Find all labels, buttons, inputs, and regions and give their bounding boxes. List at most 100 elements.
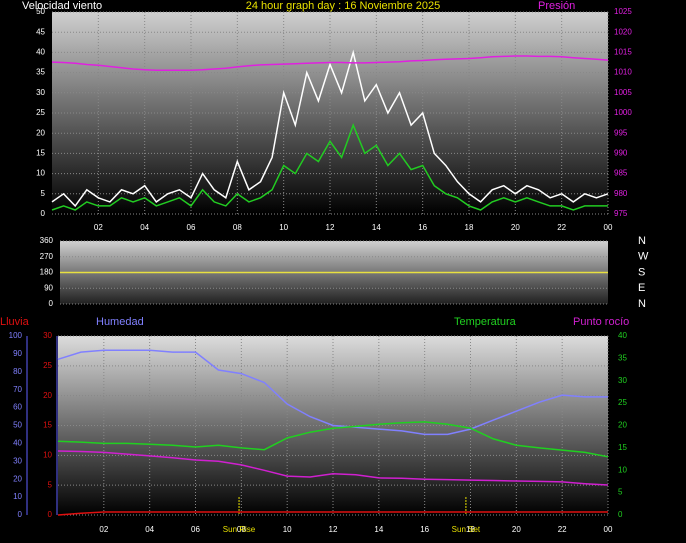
y-tick-label: 25 bbox=[36, 108, 45, 117]
x-tick-label: 00 bbox=[604, 525, 613, 534]
y-tick-label: 20 bbox=[13, 474, 22, 483]
y-tick-label: 30 bbox=[43, 331, 52, 340]
legend-label: Humedad bbox=[96, 316, 144, 328]
y-tick-label: 35 bbox=[618, 353, 627, 362]
x-tick-label: 14 bbox=[374, 525, 383, 534]
y-tick-label: 90 bbox=[44, 283, 53, 292]
y-tick-label: 0 bbox=[48, 510, 53, 519]
marker-label: Sun Set bbox=[452, 525, 481, 534]
series-line bbox=[51, 49, 609, 208]
x-tick-label: 10 bbox=[279, 223, 288, 232]
y-tick-label: 995 bbox=[614, 128, 628, 137]
legend-label: Presión bbox=[538, 0, 575, 12]
series-line bbox=[57, 450, 609, 486]
y-tick-label: 20 bbox=[43, 391, 52, 400]
x-tick-label: 22 bbox=[558, 525, 567, 534]
y-tick-label: 0 bbox=[49, 299, 54, 308]
y-tick-label: 1000 bbox=[614, 108, 632, 117]
compass-label: N bbox=[638, 235, 646, 247]
y-tick-label: 1010 bbox=[614, 68, 632, 77]
y-tick-label: 0 bbox=[618, 510, 623, 519]
axis-title: Velocidad viento bbox=[22, 0, 102, 12]
legend-label: Punto rocío bbox=[573, 316, 629, 328]
x-tick-label: 02 bbox=[94, 223, 103, 232]
series-line bbox=[51, 123, 608, 211]
y-tick-label: 1025 bbox=[614, 7, 632, 16]
y-tick-label: 30 bbox=[36, 88, 45, 97]
y-tick-label: 0 bbox=[41, 209, 46, 218]
y-tick-label: 20 bbox=[36, 128, 45, 137]
compass-label: W bbox=[638, 251, 649, 263]
y-tick-label: 5 bbox=[41, 189, 46, 198]
y-tick-label: 975 bbox=[614, 209, 628, 218]
x-tick-label: 22 bbox=[557, 223, 566, 232]
y-tick-label: 50 bbox=[36, 7, 45, 16]
y-tick-label: 25 bbox=[43, 361, 52, 370]
y-tick-label: 40 bbox=[36, 48, 45, 57]
y-tick-label: 20 bbox=[618, 421, 627, 430]
x-tick-label: 16 bbox=[418, 223, 427, 232]
y-tick-label: 35 bbox=[36, 68, 45, 77]
x-tick-label: 18 bbox=[466, 525, 475, 534]
legend-label: Temperatura bbox=[454, 316, 517, 328]
y-tick-label: 50 bbox=[13, 421, 22, 430]
y-tick-label: 100 bbox=[9, 331, 23, 340]
y-tick-label: 15 bbox=[43, 421, 52, 430]
compass-label: N bbox=[638, 298, 646, 310]
y-tick-label: 5 bbox=[48, 480, 53, 489]
x-tick-label: 04 bbox=[145, 525, 154, 534]
series-line bbox=[51, 55, 609, 71]
y-tick-label: 40 bbox=[13, 439, 22, 448]
compass-label: S bbox=[638, 266, 645, 278]
y-tick-label: 980 bbox=[614, 189, 628, 198]
y-tick-label: 80 bbox=[13, 367, 22, 376]
y-tick-label: 5 bbox=[618, 488, 623, 497]
y-tick-label: 15 bbox=[618, 443, 627, 452]
x-tick-label: 00 bbox=[604, 223, 613, 232]
y-tick-label: 1005 bbox=[614, 88, 632, 97]
y-tick-label: 90 bbox=[13, 349, 22, 358]
y-tick-label: 0 bbox=[18, 510, 23, 519]
x-tick-label: 04 bbox=[140, 223, 149, 232]
y-tick-label: 70 bbox=[13, 385, 22, 394]
x-tick-label: 08 bbox=[233, 223, 242, 232]
y-tick-label: 1015 bbox=[614, 48, 632, 57]
x-tick-label: 02 bbox=[99, 525, 108, 534]
y-tick-label: 30 bbox=[618, 376, 627, 385]
x-tick-label: 16 bbox=[420, 525, 429, 534]
y-tick-label: 10 bbox=[618, 465, 627, 474]
y-tick-label: 990 bbox=[614, 149, 628, 158]
y-tick-label: 30 bbox=[13, 456, 22, 465]
compass-label: E bbox=[638, 282, 645, 294]
y-tick-label: 10 bbox=[13, 492, 22, 501]
y-tick-label: 60 bbox=[13, 403, 22, 412]
x-tick-label: 12 bbox=[326, 223, 335, 232]
y-tick-label: 25 bbox=[618, 398, 627, 407]
y-tick-label: 1020 bbox=[614, 27, 632, 36]
series-line bbox=[57, 349, 608, 436]
series-line bbox=[57, 421, 609, 458]
x-tick-label: 06 bbox=[191, 525, 200, 534]
x-tick-label: 20 bbox=[511, 223, 520, 232]
y-tick-label: 985 bbox=[614, 169, 628, 178]
y-tick-label: 15 bbox=[36, 149, 45, 158]
y-tick-label: 45 bbox=[36, 27, 45, 36]
y-tick-label: 10 bbox=[43, 450, 52, 459]
legend-label: Lluvia bbox=[0, 316, 30, 328]
y-tick-label: 360 bbox=[40, 236, 54, 245]
x-tick-label: 06 bbox=[187, 223, 196, 232]
x-tick-label: 14 bbox=[372, 223, 381, 232]
y-tick-label: 270 bbox=[40, 252, 54, 261]
x-tick-label: 12 bbox=[329, 525, 338, 534]
chart-title: 24 hour graph day : 16 Noviembre 2025 bbox=[246, 0, 440, 12]
marker-label: Sun Rise bbox=[223, 525, 256, 534]
x-tick-label: 10 bbox=[283, 525, 292, 534]
y-tick-label: 10 bbox=[36, 169, 45, 178]
x-tick-label: 08 bbox=[237, 525, 246, 534]
series-line bbox=[57, 511, 608, 516]
y-tick-label: 40 bbox=[618, 331, 627, 340]
x-tick-label: 18 bbox=[465, 223, 474, 232]
y-tick-label: 180 bbox=[40, 268, 54, 277]
